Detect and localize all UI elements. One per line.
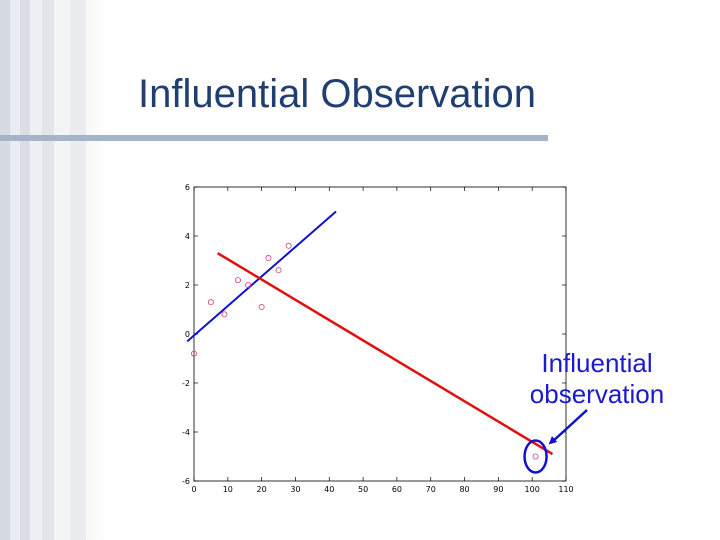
x-tick-label: 100 (525, 485, 540, 494)
data-point (234, 277, 241, 284)
y-tick-label: 6 (185, 183, 190, 192)
callout-label: Influential observation (529, 348, 665, 409)
x-tick-label: 70 (426, 485, 436, 494)
y-tick-label: 0 (185, 330, 190, 339)
data-point (207, 299, 214, 306)
data-point (265, 255, 272, 262)
data-point (532, 453, 539, 460)
y-tick-label: -6 (182, 477, 190, 486)
x-tick-label: 30 (290, 485, 300, 494)
background-stripes (0, 0, 110, 540)
title-divider (0, 135, 548, 141)
y-tick-label: 4 (185, 232, 190, 241)
x-tick-label: 10 (223, 485, 233, 494)
x-tick-label: 110 (558, 485, 573, 494)
plot-frame (193, 186, 567, 482)
y-tick-label: -2 (182, 379, 190, 388)
fit-line-all-points (217, 252, 554, 456)
slide-title: Influential Observation (138, 72, 537, 116)
x-tick-label: 80 (459, 485, 469, 494)
data-point (258, 304, 265, 311)
data-point (245, 282, 252, 289)
x-tick-label: 40 (324, 485, 334, 494)
scatter-chart: 0 10 20 30 40 50 60 70 80 90 100 110 -6 -4 -2 0 2 4 6 (182, 183, 574, 494)
x-tick-label: 90 (493, 485, 503, 494)
x-tick-label: 20 (257, 485, 267, 494)
data-point (221, 311, 228, 318)
data-point (275, 267, 282, 274)
data-point (191, 350, 198, 357)
influential-point-highlight (523, 439, 548, 474)
data-point (285, 242, 292, 249)
plot-panel: 0 10 20 30 40 50 60 70 80 90 100 110 -6 -4 -2 0 2 4 6 (131, 160, 611, 520)
y-tick-label: 2 (185, 281, 190, 290)
x-tick-label: 0 (191, 485, 196, 494)
x-tick-label: 60 (392, 485, 402, 494)
fit-line-without-outlier (186, 210, 337, 343)
x-tick-label: 50 (358, 485, 368, 494)
y-tick-label: -4 (182, 428, 190, 437)
